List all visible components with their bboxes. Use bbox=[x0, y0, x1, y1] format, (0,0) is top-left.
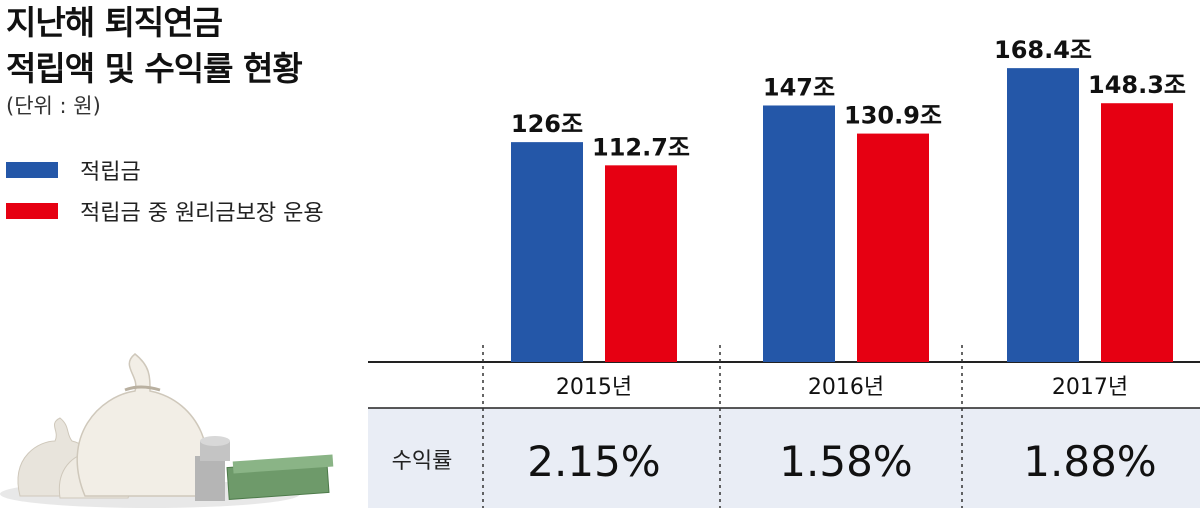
unit-label: (단위 : 원) bbox=[6, 94, 101, 118]
bar-1-1 bbox=[857, 133, 929, 362]
bar-label-0-1: 147조 bbox=[763, 73, 835, 101]
rate-value-2: 1.88% bbox=[1023, 437, 1156, 486]
bar-0-0 bbox=[511, 142, 583, 362]
title-line-1: 지난해 퇴직연금 bbox=[6, 3, 223, 42]
year-label-2: 2017년 bbox=[1052, 375, 1128, 400]
rate-row-label: 수익률 bbox=[392, 449, 453, 474]
chart-title: 지난해 퇴직연금 적립액 및 수익률 현황 bbox=[6, 0, 303, 92]
rate-value-0: 2.15% bbox=[527, 437, 660, 486]
bar-label-0-2: 168.4조 bbox=[994, 36, 1092, 64]
year-label-1: 2016년 bbox=[808, 375, 884, 400]
money-bags-illustration bbox=[0, 353, 334, 508]
legend-label-blue: 적립금 bbox=[80, 160, 141, 185]
legend-item-red: 적립금 중 원리금보장 운용 bbox=[6, 195, 324, 227]
legend-label-red: 적립금 중 원리금보장 운용 bbox=[80, 201, 324, 226]
legend-swatch-red bbox=[6, 203, 58, 219]
bar-0-2 bbox=[1007, 68, 1079, 362]
year-label-0: 2015년 bbox=[556, 375, 632, 400]
rate-value-1: 1.58% bbox=[779, 437, 912, 486]
bar-label-1-1: 130.9조 bbox=[844, 102, 942, 130]
rate-row-background bbox=[368, 408, 1200, 508]
bar-label-1-2: 148.3조 bbox=[1088, 71, 1186, 99]
bar-1-2 bbox=[1101, 103, 1173, 363]
bar-1-0 bbox=[605, 165, 677, 362]
legend-swatch-blue bbox=[6, 162, 58, 178]
title-line-2: 적립액 및 수익률 현황 bbox=[6, 49, 303, 88]
bar-label-0-0: 126조 bbox=[511, 110, 583, 138]
bar-label-1-0: 112.7조 bbox=[592, 133, 690, 161]
bar-0-1 bbox=[763, 105, 835, 363]
legend-item-blue: 적립금 bbox=[6, 154, 141, 186]
